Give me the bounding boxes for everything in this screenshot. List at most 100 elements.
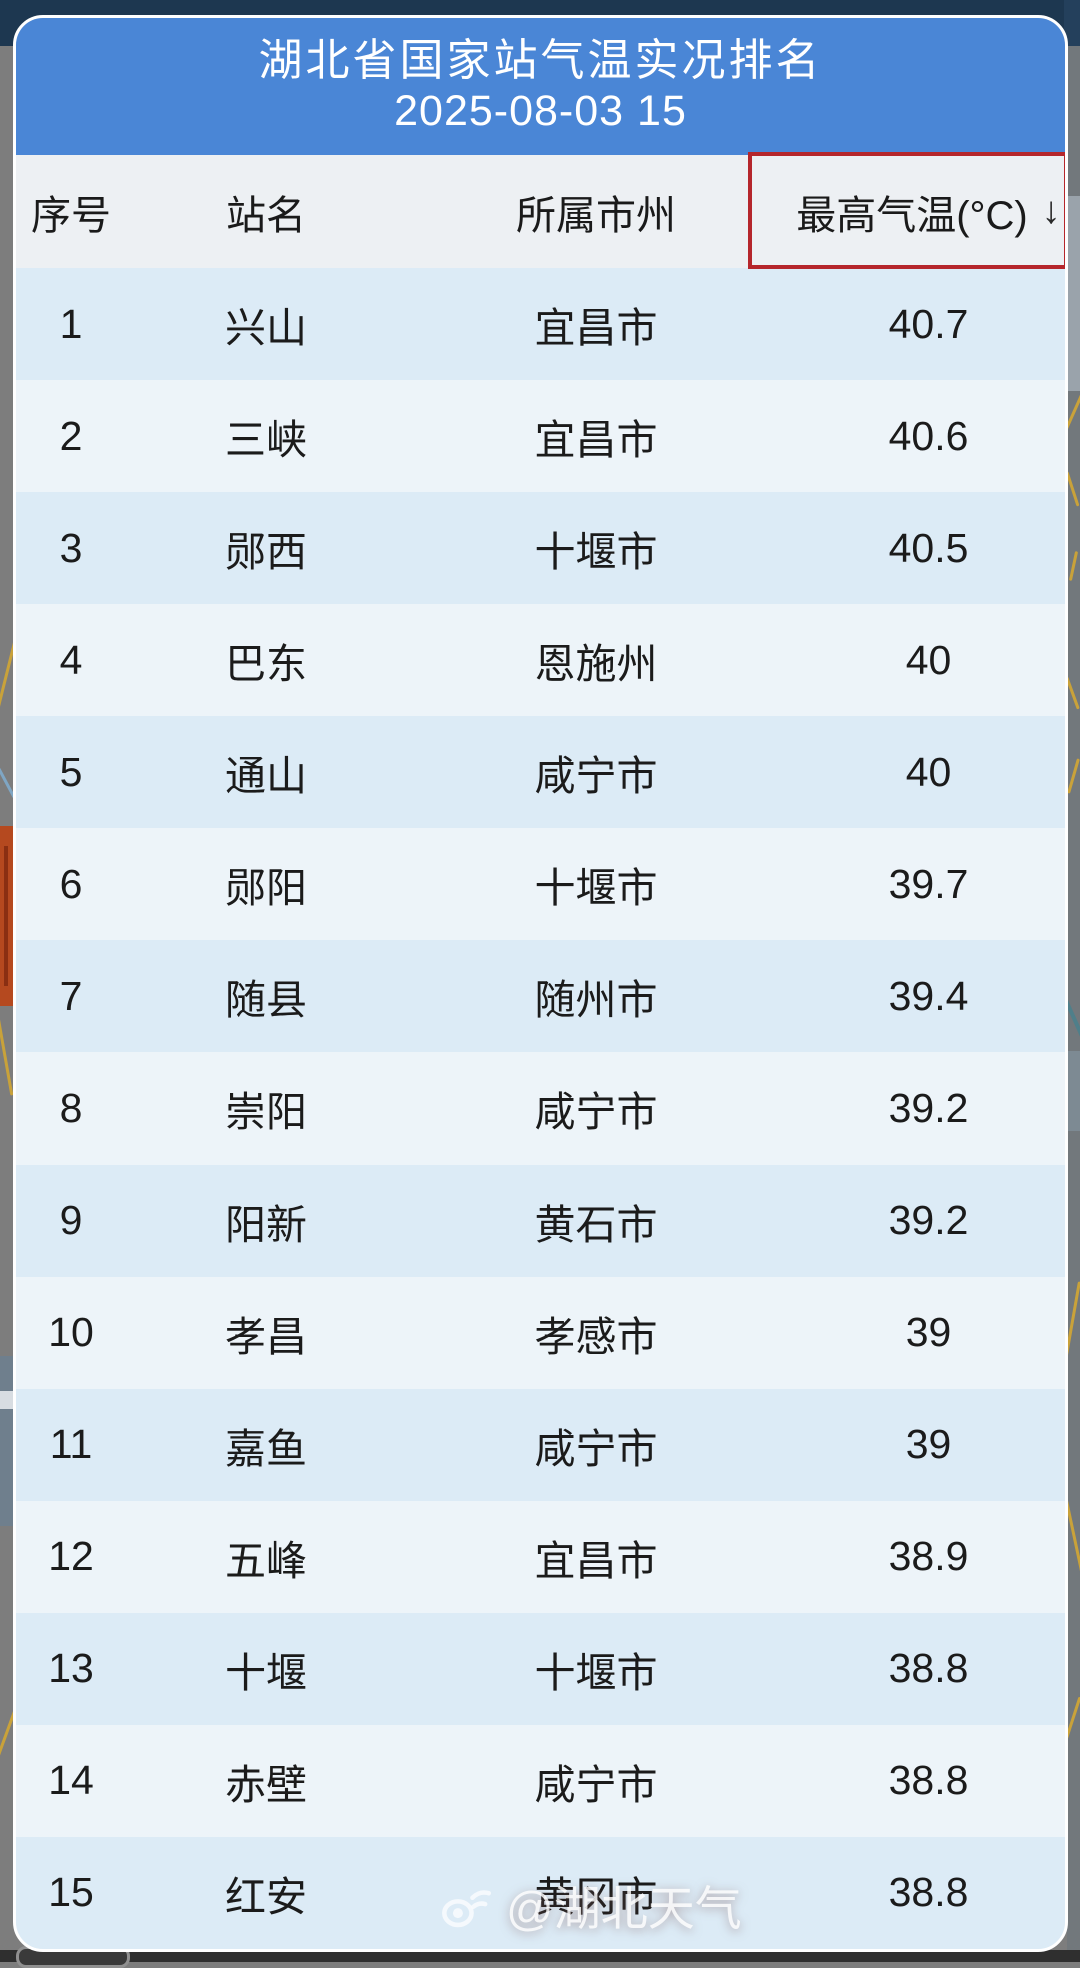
city-cell: 咸宁市	[534, 1425, 658, 1472]
map-road-line	[1068, 551, 1079, 581]
temperature-cell: 39.7	[888, 860, 969, 907]
column-header-station: 站名	[226, 193, 306, 238]
table-row: 14 赤壁 咸宁市 38.8	[16, 1724, 1065, 1837]
map-region-band	[1067, 196, 1080, 391]
city-cell: 黄冈市	[534, 1873, 658, 1920]
city-cell: 十堰市	[534, 529, 658, 576]
rank-cell: 9	[59, 1197, 83, 1244]
station-cell: 孝昌	[225, 1313, 307, 1360]
city-cell: 咸宁市	[534, 1089, 658, 1136]
map-label-fragment	[1067, 1051, 1080, 1131]
table-header-row: 序号 站名 所属市州 最高气温(°C) ↓	[16, 152, 1065, 269]
temperature-cell: 38.8	[888, 1757, 969, 1804]
temperature-cell: 39.2	[888, 1197, 969, 1244]
map-road-line	[1067, 392, 1080, 434]
station-cell: 郧西	[225, 529, 307, 576]
temperature-cell: 40.5	[888, 524, 969, 571]
city-cell: 咸宁市	[534, 753, 658, 800]
table-row: 11 嘉鱼 咸宁市 39	[16, 1388, 1065, 1501]
temperature-cell: 40	[905, 636, 952, 683]
map-road-line	[1067, 1281, 1080, 1361]
map-road-line	[1067, 676, 1080, 710]
table-row: 12 五峰 宜昌市 38.9	[16, 1500, 1065, 1613]
rank-cell: 8	[59, 1084, 83, 1131]
station-cell: 阳新	[225, 1201, 307, 1248]
table-row: 3 郧西 十堰市 40.5	[16, 492, 1065, 605]
temperature-cell: 40.7	[888, 300, 969, 347]
station-cell: 通山	[225, 753, 307, 800]
map-road-line	[1067, 758, 1080, 794]
map-road-line	[1067, 1696, 1080, 1744]
temperature-cell: 39	[905, 1309, 952, 1356]
rank-cell: 12	[48, 1533, 94, 1580]
column-header-temp-label: 最高气温(°C)	[796, 193, 1028, 238]
card-title-banner: 湖北省国家站气温实况排名 2025-08-03 15	[16, 18, 1065, 155]
city-cell: 随州市	[534, 977, 658, 1024]
temperature-cell: 39.4	[888, 972, 969, 1019]
rank-cell: 1	[59, 300, 83, 347]
map-road-line	[0, 632, 14, 725]
station-cell: 赤壁	[225, 1761, 307, 1808]
rank-cell: 13	[48, 1645, 94, 1692]
city-cell: 宜昌市	[534, 1537, 658, 1584]
table-row: 10 孝昌 孝感市 39	[16, 1276, 1065, 1389]
table-row: 9 阳新 黄石市 39.2	[16, 1164, 1065, 1277]
page-title: 湖北省国家站气温实况排名	[258, 36, 823, 86]
city-cell: 十堰市	[534, 1649, 658, 1696]
table-row: 1 兴山 宜昌市 40.7	[16, 268, 1065, 381]
table-row: 8 崇阳 咸宁市 39.2	[16, 1052, 1065, 1165]
temperature-cell: 38.8	[888, 1869, 969, 1916]
station-cell: 五峰	[225, 1537, 307, 1584]
station-cell: 郧阳	[225, 865, 307, 912]
city-cell: 十堰市	[534, 865, 658, 912]
watermark: @湖北天气	[438, 1870, 742, 1939]
temperature-cell: 38.8	[888, 1645, 969, 1692]
city-cell: 宜昌市	[534, 417, 658, 464]
rank-cell: 11	[49, 1421, 93, 1468]
rank-cell: 7	[59, 972, 83, 1019]
temperature-cell: 39	[905, 1421, 952, 1468]
rank-cell: 3	[59, 524, 83, 571]
weibo-icon	[442, 1889, 492, 1927]
map-road-line	[1067, 1486, 1080, 1581]
rank-cell: 6	[59, 860, 83, 907]
column-header-city: 所属市州	[516, 193, 676, 238]
map-region-band	[0, 1391, 14, 1409]
temperature-cell: 40	[905, 748, 952, 795]
temperature-cell: 40.6	[888, 412, 969, 459]
rank-cell: 15	[48, 1869, 94, 1916]
map-region-band	[0, 1356, 14, 1526]
rank-cell: 14	[48, 1757, 94, 1804]
map-background-right-edge	[1067, 46, 1080, 1952]
station-cell: 随县	[225, 977, 307, 1024]
map-road-line	[1067, 471, 1080, 507]
watermark-text: @湖北天气	[506, 1882, 742, 1935]
city-cell: 黄石市	[534, 1201, 658, 1248]
table-row: 6 郧阳 十堰市 39.7	[16, 828, 1065, 941]
table-row: 7 随县 随州市 39.4	[16, 940, 1065, 1053]
rank-cell: 4	[59, 636, 83, 683]
rank-cell: 5	[59, 748, 83, 795]
city-cell: 孝感市	[534, 1313, 658, 1360]
city-cell: 咸宁市	[534, 1761, 658, 1808]
station-cell: 嘉鱼	[225, 1425, 307, 1472]
temperature-cell: 39.2	[888, 1084, 969, 1131]
table-row: 13 十堰 十堰市 38.8	[16, 1612, 1065, 1725]
city-cell: 恩施州	[534, 641, 658, 688]
station-cell: 三峡	[225, 417, 307, 464]
table-row: 5 通山 咸宁市 40	[16, 716, 1065, 829]
page-datetime: 2025-08-03 15	[394, 87, 687, 136]
station-cell: 红安	[225, 1873, 307, 1920]
map-road-line	[0, 1011, 14, 1096]
map-background-left-edge	[0, 46, 14, 1952]
column-header-rank: 序号	[31, 193, 111, 238]
station-cell: 兴山	[225, 305, 307, 352]
map-river-line	[0, 767, 14, 799]
rank-cell: 10	[48, 1309, 94, 1356]
map-river-line	[1067, 987, 1080, 1045]
sort-descending-arrow-icon: ↓	[1041, 190, 1061, 232]
city-cell: 宜昌市	[534, 305, 658, 352]
table-row: 4 巴东 恩施州 40	[16, 604, 1065, 717]
column-header-temp-sort[interactable]: 最高气温(°C) ↓	[786, 183, 1065, 241]
station-cell: 巴东	[225, 641, 307, 688]
